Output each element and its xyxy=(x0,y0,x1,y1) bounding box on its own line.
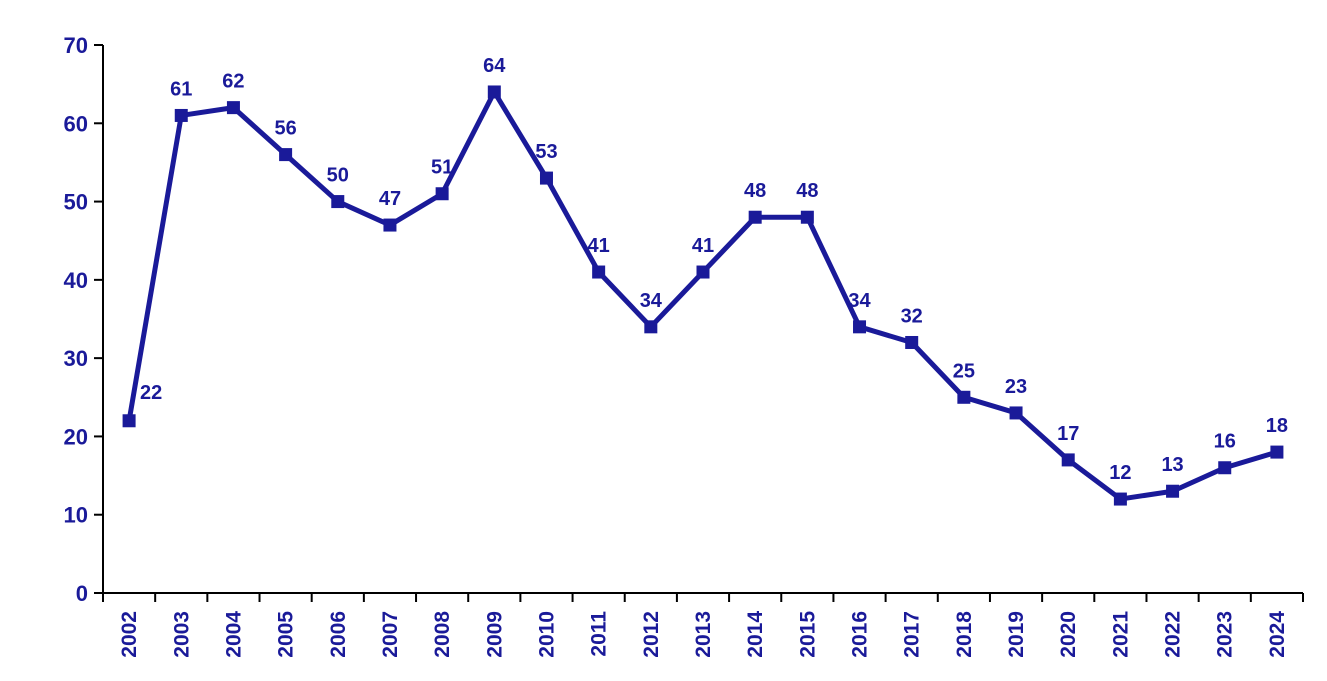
data-point-label: 53 xyxy=(535,141,557,163)
data-point-label: 62 xyxy=(222,71,244,93)
data-point-label: 64 xyxy=(483,55,506,77)
data-point-marker xyxy=(487,85,501,99)
x-tick-label: 2017 xyxy=(901,611,924,658)
y-tick-label: 40 xyxy=(64,268,88,293)
data-series xyxy=(122,85,1284,506)
data-point-label: 17 xyxy=(1057,423,1079,445)
x-tick-label: 2022 xyxy=(1162,611,1185,658)
y-tick-label: 50 xyxy=(64,190,88,215)
data-point-label: 32 xyxy=(901,305,923,327)
y-tick-label: 60 xyxy=(64,111,88,136)
data-point-marker xyxy=(279,148,293,162)
data-point-marker xyxy=(122,414,136,428)
data-point-label: 51 xyxy=(431,157,453,179)
data-point-marker xyxy=(800,210,814,224)
data-point-labels: 22 61 62 56 50 47 51 64 53 41 34 41 48 48 34 32 25 23 17 12… xyxy=(140,55,1288,484)
data-point-label: 16 xyxy=(1214,431,1236,453)
data-point-label: 34 xyxy=(848,290,871,312)
data-point-marker xyxy=(592,265,606,279)
data-point-marker xyxy=(539,171,553,185)
x-tick-label: 2021 xyxy=(1109,611,1132,658)
x-tick-label: 2024 xyxy=(1266,611,1289,658)
x-tick-label: 2013 xyxy=(692,611,715,658)
data-point-label: 25 xyxy=(953,360,975,382)
data-point-marker xyxy=(853,320,867,334)
x-tick-label: 2002 xyxy=(118,611,141,658)
x-tick-label: 2011 xyxy=(588,611,611,657)
data-point-marker xyxy=(226,101,240,115)
x-tick-label: 2018 xyxy=(953,611,976,658)
data-point-marker xyxy=(748,210,762,224)
data-point-label: 22 xyxy=(140,382,162,404)
data-point-marker xyxy=(383,218,397,232)
data-point-marker xyxy=(331,195,345,209)
x-tick-label: 2020 xyxy=(1057,611,1080,658)
x-tick-label: 2019 xyxy=(1005,611,1028,658)
y-tick-label: 10 xyxy=(64,503,88,528)
x-tick-label: 2023 xyxy=(1214,611,1237,658)
data-point-label: 61 xyxy=(170,78,192,100)
y-tick-label: 20 xyxy=(64,424,88,449)
data-point-label: 48 xyxy=(796,180,818,202)
y-tick-label: 70 xyxy=(64,33,88,58)
y-tick-label: 0 xyxy=(76,581,88,606)
series-line xyxy=(126,89,1280,502)
data-point-label: 50 xyxy=(327,165,349,187)
data-point-label: 23 xyxy=(1005,376,1027,398)
data-point-marker xyxy=(905,335,919,349)
data-point-label: 41 xyxy=(692,235,714,257)
y-tick-label: 30 xyxy=(64,346,88,371)
data-point-marker xyxy=(1009,406,1023,420)
data-point-marker xyxy=(1113,492,1127,506)
x-tick-label: 2015 xyxy=(796,611,819,658)
data-point-label: 41 xyxy=(588,235,610,257)
x-tick-label: 2004 xyxy=(222,611,245,658)
data-point-marker xyxy=(1270,445,1284,459)
x-tick-label: 2003 xyxy=(170,611,193,658)
x-tick-label: 2007 xyxy=(379,611,402,658)
axes xyxy=(94,44,1304,602)
x-tick-label: 2008 xyxy=(431,611,454,658)
x-tick-label: 2010 xyxy=(535,611,558,658)
y-axis-tick-labels: 0 10 20 30 40 50 60 70 xyxy=(64,33,88,606)
data-point-label: 56 xyxy=(274,118,296,140)
data-point-label: 47 xyxy=(379,188,401,210)
x-tick-label: 2012 xyxy=(640,611,663,658)
data-point-marker xyxy=(696,265,710,279)
data-point-marker xyxy=(644,320,658,334)
data-point-marker xyxy=(957,390,971,404)
data-point-label: 12 xyxy=(1109,462,1131,484)
data-point-label: 34 xyxy=(640,290,663,312)
data-point-marker xyxy=(1061,453,1075,467)
data-point-marker xyxy=(1218,461,1232,475)
data-point-label: 13 xyxy=(1161,454,1183,476)
data-point-label: 18 xyxy=(1266,415,1288,437)
data-point-marker xyxy=(435,187,449,201)
data-point-marker xyxy=(174,108,188,122)
x-tick-label: 2005 xyxy=(275,611,298,658)
x-tick-label: 2016 xyxy=(849,611,872,658)
data-point-marker xyxy=(1166,484,1180,498)
x-axis-tick-labels: 2002 2003 2004 2005 2006 2007 2008 2009 2010 2011… xyxy=(118,611,1289,658)
x-tick-label: 2009 xyxy=(483,611,506,658)
x-tick-label: 2014 xyxy=(744,611,767,658)
x-tick-label: 2006 xyxy=(327,611,350,658)
data-point-label: 48 xyxy=(744,180,766,202)
